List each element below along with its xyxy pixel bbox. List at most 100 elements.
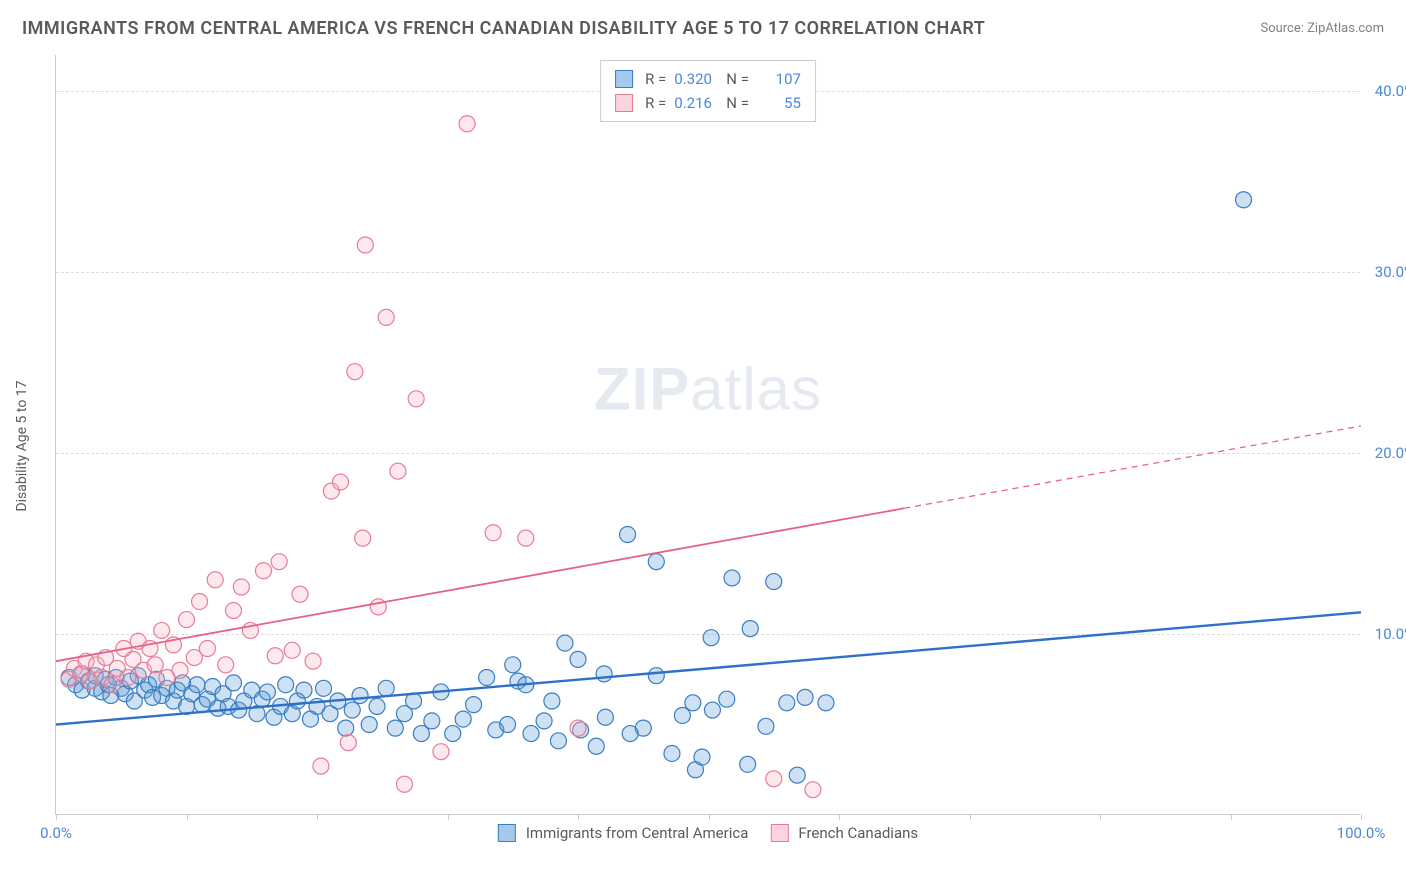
stat-n-label: N = (726, 91, 749, 115)
legend-label: French Canadians (798, 824, 918, 842)
scatter-point (192, 593, 208, 609)
scatter-point (664, 745, 680, 761)
scatter-point (199, 641, 215, 657)
scatter-point (704, 702, 720, 718)
scatter-svg (56, 55, 1360, 814)
scatter-point (597, 709, 613, 725)
scatter-point (189, 677, 205, 693)
x-tick (839, 814, 840, 820)
scatter-point (355, 530, 371, 546)
scatter-point (292, 586, 308, 602)
scatter-point (357, 237, 373, 253)
stat-r-label: R = (645, 91, 666, 115)
scatter-point (648, 668, 664, 684)
x-tick-label: 0.0% (40, 824, 72, 842)
scatter-point (179, 612, 195, 628)
scatter-point (789, 767, 805, 783)
scatter-point (352, 688, 368, 704)
scatter-point (818, 695, 834, 711)
stat-r-value: 0.320 (674, 67, 718, 91)
scatter-point (361, 717, 377, 733)
scatter-point (225, 675, 241, 691)
stat-n-value: 107 (757, 67, 801, 91)
scatter-point (347, 364, 363, 380)
x-tick (578, 814, 579, 820)
scatter-point (622, 726, 638, 742)
scatter-point (104, 677, 120, 693)
scatter-point (316, 680, 332, 696)
stat-n-value: 55 (757, 91, 801, 115)
scatter-point (305, 653, 321, 669)
y-tick-label: 40.0% (1365, 82, 1406, 100)
scatter-point (523, 726, 539, 742)
scatter-point (766, 574, 782, 590)
scatter-point (369, 698, 385, 714)
y-tick-label: 20.0% (1365, 444, 1406, 462)
scatter-point (479, 669, 495, 685)
y-tick-label: 30.0% (1365, 263, 1406, 281)
scatter-point (596, 666, 612, 682)
scatter-point (340, 735, 356, 751)
x-tick (56, 814, 57, 820)
x-tick (1100, 814, 1101, 820)
scatter-point (259, 684, 275, 700)
scatter-point (387, 720, 403, 736)
x-tick (448, 814, 449, 820)
legend-label: Immigrants from Central America (526, 824, 749, 842)
legend-swatch (615, 94, 633, 112)
scatter-point (225, 603, 241, 619)
stats-row: R = 0.320 N = 107 (615, 67, 801, 91)
y-tick-label: 10.0% (1365, 625, 1406, 643)
scatter-point (674, 707, 690, 723)
scatter-point (313, 758, 329, 774)
stats-row: R = 0.216 N = 55 (615, 91, 801, 115)
scatter-point (332, 474, 348, 490)
scatter-point (742, 621, 758, 637)
x-tick (1361, 814, 1362, 820)
regression-line-dashed (904, 426, 1361, 508)
scatter-point (378, 680, 394, 696)
scatter-point (466, 697, 482, 713)
scatter-point (719, 691, 735, 707)
y-axis-label: Disability Age 5 to 17 (14, 380, 30, 511)
scatter-point (570, 651, 586, 667)
scatter-point (694, 749, 710, 765)
scatter-point (620, 527, 636, 543)
scatter-point (445, 726, 461, 742)
scatter-point (550, 733, 566, 749)
legend-item: French Canadians (770, 824, 918, 842)
scatter-point (570, 720, 586, 736)
chart-title: IMMIGRANTS FROM CENTRAL AMERICA VS FRENC… (22, 18, 985, 39)
scatter-point (271, 554, 287, 570)
stat-r-label: R = (645, 67, 666, 91)
scatter-point (758, 718, 774, 734)
x-tick (1231, 814, 1232, 820)
scatter-point (544, 693, 560, 709)
plot-area: ZIPatlas 10.0%20.0%30.0%40.0% 0.0%100.0%… (55, 55, 1360, 815)
scatter-point (255, 563, 271, 579)
scatter-point (154, 622, 170, 638)
scatter-point (588, 738, 604, 754)
scatter-point (390, 463, 406, 479)
scatter-point (278, 677, 294, 693)
scatter-point (724, 570, 740, 586)
scatter-point (433, 744, 449, 760)
stat-n-label: N = (726, 67, 749, 91)
scatter-point (424, 713, 440, 729)
scatter-point (344, 702, 360, 718)
scatter-point (536, 713, 552, 729)
x-tick (317, 814, 318, 820)
scatter-point (766, 771, 782, 787)
scatter-point (485, 525, 501, 541)
legend-swatch (615, 70, 633, 88)
x-tick (187, 814, 188, 820)
scatter-point (267, 648, 283, 664)
stat-r-value: 0.216 (674, 91, 718, 115)
scatter-point (396, 776, 412, 792)
scatter-point (500, 717, 516, 733)
scatter-point (218, 657, 234, 673)
scatter-point (172, 662, 188, 678)
scatter-point (779, 695, 795, 711)
scatter-point (648, 554, 664, 570)
scatter-point (284, 642, 300, 658)
